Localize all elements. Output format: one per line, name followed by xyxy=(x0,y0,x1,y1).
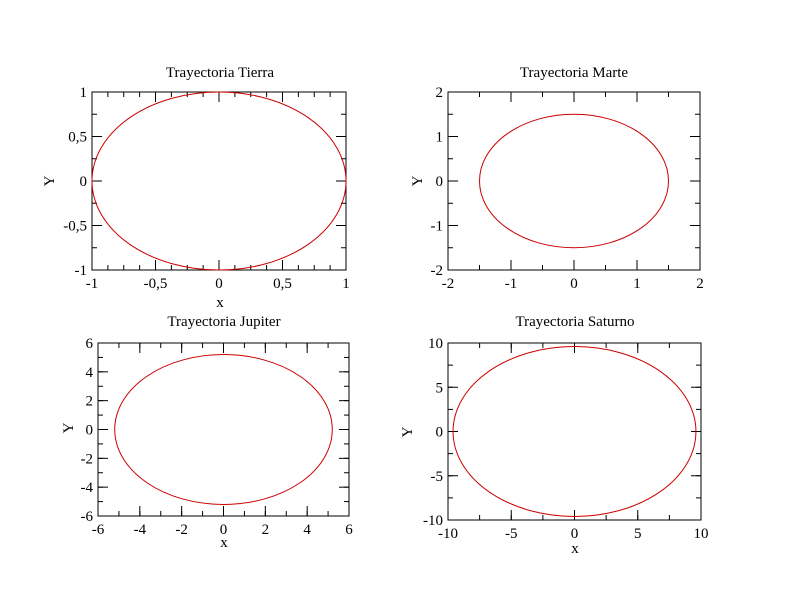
y-axis-label: Y xyxy=(42,175,58,186)
x-tick-label: -2 xyxy=(442,276,455,292)
x-tick-label: 1 xyxy=(633,276,641,292)
chart-title: Trayectoria Saturno xyxy=(515,314,634,330)
y-tick-label: -1 xyxy=(431,219,444,235)
chart-title: Trayectoria Jupiter xyxy=(167,314,280,330)
y-tick-label: -2 xyxy=(81,451,94,467)
y-tick-label: -2 xyxy=(431,263,444,279)
x-tick-label: 4 xyxy=(303,522,311,538)
x-tick-label: 6 xyxy=(345,522,353,538)
x-axis-label: x xyxy=(216,295,224,311)
chart-title: Trayectoria Tierra xyxy=(166,65,275,81)
orbit-line xyxy=(91,91,347,271)
chart-panel-tierra: Trayectoria Tierra x Y -1 -0,5 0 0,5 1 -1 -0,5… xyxy=(42,65,350,311)
x-tick-label: -4 xyxy=(134,522,147,538)
x-tick-label: 10 xyxy=(694,526,709,542)
x-tick-label: 2 xyxy=(696,276,704,292)
x-tick-label: 0 xyxy=(220,522,228,538)
y-tick-label: 0 xyxy=(436,425,444,441)
y-tick-label: -0,5 xyxy=(63,219,87,235)
chart-panel-marte: Trayectoria Marte Y -2 -1 0 1 2 -2 -1 0 1 2 xyxy=(410,65,704,292)
x-tick-label: -5 xyxy=(505,526,518,542)
y-tick-label: 0 xyxy=(86,423,94,439)
x-tick-label: 0 xyxy=(571,526,579,542)
x-tick-label: 0,5 xyxy=(273,276,292,292)
orbit-line xyxy=(114,354,333,505)
x-tick-label: -1 xyxy=(86,276,99,292)
y-tick-label: 0,5 xyxy=(68,130,87,146)
x-tick-label: -1 xyxy=(505,276,518,292)
chart-panel-jupiter: Trayectoria Jupiter x Y -6 -4 -2 0 2 4 6 -6 -4 -2… xyxy=(61,314,353,551)
x-tick-label: 0 xyxy=(215,276,223,292)
y-tick-label: -4 xyxy=(81,480,94,496)
y-axis-label: Y xyxy=(410,175,426,186)
y-tick-label: 10 xyxy=(428,336,443,352)
x-tick-label: -0,5 xyxy=(144,276,168,292)
x-tick-label: -10 xyxy=(438,526,458,542)
chart-title: Trayectoria Marte xyxy=(520,65,628,81)
y-tick-label: 1 xyxy=(80,85,88,101)
y-axis-label: Y xyxy=(400,426,416,437)
x-axis-label: x xyxy=(571,541,579,557)
y-tick-label: 5 xyxy=(436,380,444,396)
y-tick-label: -5 xyxy=(431,469,444,485)
y-tick-label: -1 xyxy=(75,263,88,279)
y-tick-label: 2 xyxy=(436,85,444,101)
x-tick-label: 0 xyxy=(570,276,578,292)
y-tick-label: 2 xyxy=(86,394,94,410)
y-tick-label: -6 xyxy=(81,509,94,525)
y-tick-label: 6 xyxy=(86,336,94,352)
y-tick-label: -10 xyxy=(423,513,443,529)
orbit-line xyxy=(479,113,669,249)
y-tick-label: 4 xyxy=(86,365,94,381)
y-tick-label: 0 xyxy=(436,174,444,190)
x-tick-label: 2 xyxy=(262,522,270,538)
x-tick-label: 5 xyxy=(634,526,642,542)
x-tick-label: -6 xyxy=(92,522,105,538)
x-tick-label: 1 xyxy=(342,276,350,292)
y-tick-label: 0 xyxy=(80,174,88,190)
x-tick-label: -2 xyxy=(175,522,188,538)
chart-panel-saturno: Trayectoria Saturno x Y -10 -5 0 5 10 -10 -5 0 5… xyxy=(400,314,709,557)
y-axis-label: Y xyxy=(61,422,77,433)
y-tick-label: 1 xyxy=(436,130,444,146)
orbit-line xyxy=(452,346,697,517)
x-axis-label: x xyxy=(220,535,228,551)
